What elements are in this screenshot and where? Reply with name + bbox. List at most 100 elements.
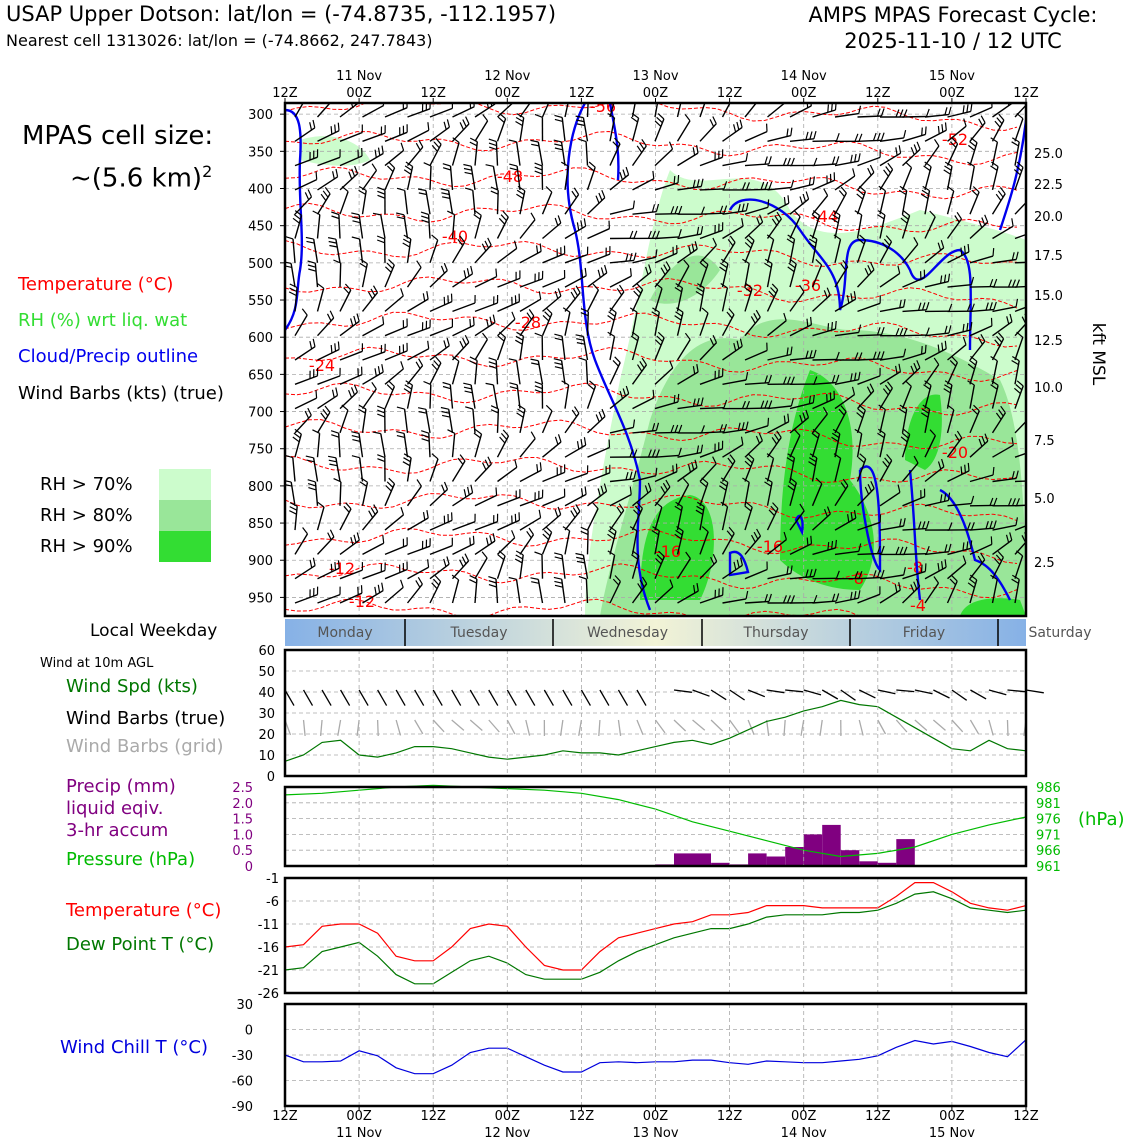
- windbarb-10m-true: [766, 689, 785, 694]
- wind-barb-feather: [790, 565, 793, 574]
- wind-barb-feather: [655, 230, 660, 239]
- wind-barb-feather: [733, 342, 737, 352]
- wind-barb-feather: [901, 432, 909, 439]
- wind-barb-feather: [946, 185, 955, 192]
- wind-barb-feather: [485, 164, 494, 167]
- wind-barb-feather: [834, 320, 837, 330]
- wind-barb-feather: [388, 477, 395, 485]
- wind-barb-feather: [880, 132, 885, 141]
- wind-barb-feather: [377, 366, 381, 375]
- wind-barb-feather: [639, 142, 645, 150]
- wind-barb: [812, 328, 836, 337]
- wind-barb: [339, 481, 342, 506]
- wind-barb-feather: [655, 501, 663, 508]
- windbarb-10m-true: [673, 689, 692, 693]
- wind-barb: [902, 334, 927, 337]
- wind-barb-feather: [786, 457, 795, 463]
- wind-barb-feather: [629, 252, 633, 261]
- wind-barb: [587, 490, 608, 507]
- wind-barb: [857, 521, 881, 531]
- wind-barb-feather: [898, 408, 907, 414]
- wind-barb-feather: [285, 261, 292, 264]
- wind-barb-feather: [530, 358, 539, 362]
- wind-barb: [1014, 555, 1024, 579]
- bottom-date-label: 11 Nov: [336, 1126, 382, 1140]
- precip-bar: [803, 834, 823, 866]
- wind-barb-feather: [1015, 165, 1023, 172]
- wind-barb-feather: [805, 409, 810, 418]
- wind-barb-feather: [723, 181, 728, 190]
- wind-barb-feather: [405, 161, 413, 167]
- wind-barb-feather: [376, 405, 385, 410]
- wind-barb: [519, 278, 543, 288]
- wind-barb-feather: [433, 141, 440, 149]
- wind-barb-feather: [531, 362, 540, 366]
- wind-barb: [384, 149, 405, 167]
- wind-barb: [992, 103, 1013, 118]
- wind-barb: [1014, 452, 1026, 458]
- top-time-label: 12Z: [717, 86, 743, 101]
- wind-barb-feather: [511, 530, 516, 538]
- wind-barb-feather: [937, 563, 940, 572]
- windbarb-10m-true: [414, 689, 425, 706]
- wind-barb-feather: [799, 503, 805, 512]
- wind-barb-feather: [498, 550, 506, 557]
- wind-barb: [380, 214, 386, 239]
- wind-barb: [359, 457, 364, 482]
- wind-barb-feather: [447, 429, 455, 434]
- wind-barb-feather: [833, 234, 841, 240]
- wind-barb-feather: [554, 580, 563, 584]
- weekday-label: Local Weekday: [90, 621, 218, 641]
- wind-barb: [338, 214, 341, 239]
- cell-size-note: MPAS cell size: ~(5.6 km)2: [22, 118, 213, 197]
- wind-barb: [654, 454, 679, 458]
- wind-barb-feather: [742, 477, 750, 483]
- wind-barb-feather: [584, 267, 587, 276]
- wind-barb-feather: [647, 449, 652, 458]
- wind-barb: [542, 277, 565, 288]
- wind-barb-feather: [944, 544, 948, 553]
- wind-barb-feather: [554, 333, 563, 337]
- wind-barb-feather: [744, 286, 752, 293]
- wind-barb-feather: [859, 453, 867, 460]
- wind-barb-feather: [554, 509, 559, 518]
- wind-barb-feather: [967, 462, 970, 471]
- wind-barb-feather: [962, 555, 967, 564]
- wind-barb-feather: [376, 239, 385, 244]
- wind-barb-feather: [538, 509, 542, 518]
- wind-barb-feather: [811, 432, 819, 439]
- wind-barb: [292, 457, 296, 482]
- wind-barb-feather: [543, 529, 551, 537]
- wind-barb-feather: [962, 542, 965, 551]
- wind-barb: [789, 543, 812, 556]
- wind-barb: [766, 458, 775, 482]
- kft-tick-label: 20.0: [1034, 210, 1063, 225]
- wind-barb-feather: [612, 141, 619, 148]
- windbarb-10m-true: [469, 689, 480, 706]
- wind-barb-feather: [799, 414, 803, 423]
- wind-barb: [992, 321, 1013, 337]
- wind-barb: [879, 525, 904, 531]
- bottom-date-label: 14 Nov: [781, 1126, 827, 1140]
- wind-barb-feather: [940, 494, 943, 503]
- wind-barb-feather: [756, 217, 761, 226]
- wind-barb-feather: [508, 358, 517, 362]
- wind-barb-feather: [899, 185, 908, 192]
- wind-barb-feather: [887, 162, 894, 170]
- wind-barb-feather: [352, 439, 361, 442]
- wind-barb: [811, 457, 818, 482]
- wind-barb-feather: [636, 502, 643, 509]
- wind-barb-feather: [344, 283, 352, 291]
- temperature-contour: [285, 240, 1018, 267]
- wind-barb-feather: [442, 163, 451, 167]
- wind-barb-feather: [858, 133, 863, 142]
- top-time-label: 00Z: [791, 86, 817, 101]
- wind-barb-feather: [750, 316, 756, 324]
- wind-barb-feather: [576, 560, 585, 564]
- wind-barb-feather: [662, 482, 668, 491]
- precip-bar: [674, 853, 693, 866]
- windbarb-10m-grid: [673, 719, 687, 732]
- wind-barb-feather: [435, 137, 442, 145]
- wind-barb-feather: [469, 356, 478, 361]
- wind-barb-feather: [737, 204, 741, 213]
